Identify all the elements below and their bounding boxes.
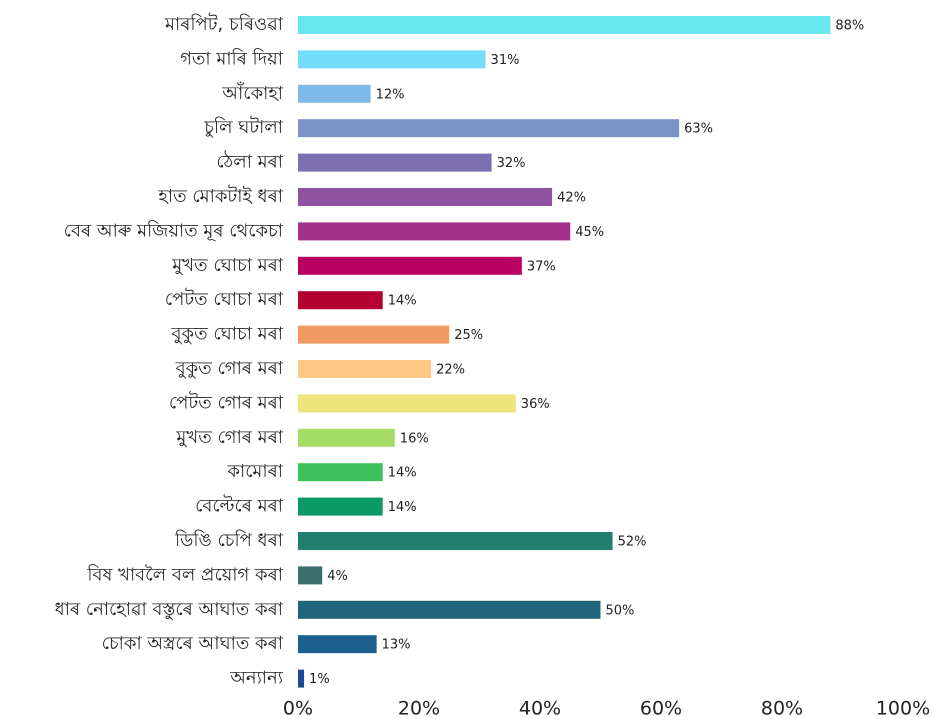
bar: [298, 84, 371, 103]
x-tick-label: 40%: [519, 698, 561, 719]
bar: [298, 291, 383, 310]
bar: [298, 497, 383, 516]
category-label: আঁকোহা: [221, 82, 283, 104]
x-tick-label: 100%: [876, 698, 930, 719]
category-label: ধাৰ নোহোৱা বস্তুৰে আঘাত কৰা: [55, 599, 284, 620]
category-label: বুকুত ঘোচা মৰা: [171, 324, 284, 345]
bar: [298, 119, 680, 138]
category-label: বিষ খাবলৈ বল প্ৰয়োগ কৰা: [86, 564, 283, 585]
bar: [298, 463, 383, 482]
category-label: বেল্টেৰে মৰা: [195, 495, 284, 517]
category-label: হাত মোকটাই ধৰা: [157, 185, 283, 207]
x-tick-label: 0%: [283, 698, 313, 719]
category-label: চুলি ঘটালা: [203, 116, 284, 138]
value-label: 42%: [557, 191, 586, 206]
bar: [298, 428, 395, 447]
category-label: অন্যান্য: [229, 668, 284, 689]
value-label: 45%: [575, 225, 604, 240]
category-label: গতা মাৰি দিয়া: [180, 48, 284, 69]
value-label: 25%: [454, 328, 483, 343]
bar: [298, 256, 522, 275]
category-label: চোকা অস্ত্ৰৰে আঘাত কৰা: [102, 633, 284, 654]
value-label: 12%: [376, 87, 405, 102]
value-label: 63%: [684, 122, 713, 137]
value-label: 14%: [388, 294, 417, 309]
bar: [298, 566, 323, 585]
bar: [298, 153, 492, 172]
category-label: বুকুত গোৰ মৰা: [175, 358, 284, 379]
category-label: ঠেলা মৰা: [216, 151, 283, 173]
bar: [298, 50, 486, 69]
category-label: বেৰ আৰু মজিয়াত মূৰ থেকেচা: [64, 220, 284, 241]
bar: [298, 600, 601, 619]
value-label: 4%: [327, 569, 348, 584]
bar: [298, 669, 305, 688]
value-label: 50%: [606, 603, 635, 618]
category-label: মুখত গোৰ মৰা: [175, 427, 283, 448]
value-label: 31%: [491, 53, 520, 68]
bar: [298, 222, 571, 241]
category-label: মুখত ঘোচা মৰা: [171, 255, 283, 276]
value-label: 14%: [388, 466, 417, 481]
value-label: 32%: [497, 156, 526, 171]
value-label: 16%: [400, 431, 429, 446]
x-tick-label: 20%: [398, 698, 440, 719]
x-tick-label: 80%: [761, 698, 803, 719]
value-label: 36%: [521, 397, 550, 412]
value-label: 13%: [382, 638, 411, 653]
value-label: 1%: [309, 672, 330, 687]
x-tick-label: 60%: [640, 698, 682, 719]
category-label: পেটত ঘোচা মৰা: [165, 288, 284, 310]
category-label: কামোৰা: [226, 461, 283, 482]
value-label: 22%: [436, 363, 465, 378]
bar: [298, 532, 613, 550]
value-label: 52%: [618, 535, 647, 550]
category-label: মাৰপিট, চৰিওৱা: [164, 13, 284, 35]
bar: [298, 188, 553, 206]
value-label: 37%: [527, 259, 556, 274]
bar: [298, 360, 432, 378]
category-label: পেটত গোৰ মৰা: [169, 391, 284, 413]
bar: [298, 394, 516, 413]
value-label: 14%: [388, 500, 417, 515]
value-label: 88%: [835, 19, 864, 34]
bar: [298, 635, 377, 654]
bar: [298, 325, 450, 344]
category-label: ডিঙি চেপি ধৰা: [174, 530, 284, 551]
bar: [298, 16, 831, 34]
